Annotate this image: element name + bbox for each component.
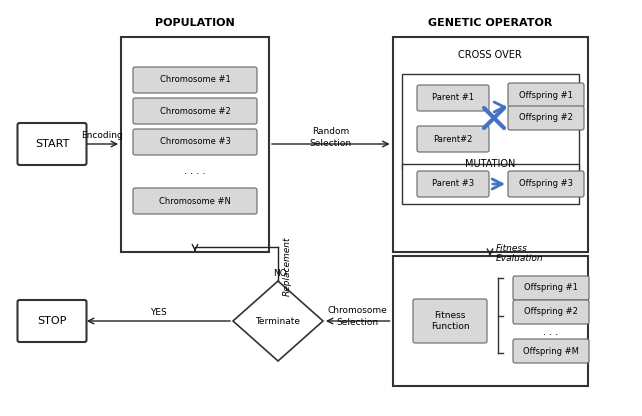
Text: Terminate: Terminate xyxy=(256,317,300,325)
Text: YES: YES xyxy=(150,308,167,317)
FancyBboxPatch shape xyxy=(508,83,584,107)
Bar xyxy=(392,256,587,386)
FancyBboxPatch shape xyxy=(513,300,589,324)
Bar xyxy=(392,37,587,252)
Text: GENETIC OPERATOR: GENETIC OPERATOR xyxy=(428,18,552,29)
Text: Parent#2: Parent#2 xyxy=(433,134,473,144)
Text: Chromosome #1: Chromosome #1 xyxy=(160,75,230,84)
Text: Encoding: Encoding xyxy=(82,131,123,140)
Text: . . .: . . . xyxy=(543,327,559,337)
Text: CROSS OVER: CROSS OVER xyxy=(458,50,522,59)
Text: Fitness
Evaluation: Fitness Evaluation xyxy=(496,244,544,263)
Text: Chromosome #3: Chromosome #3 xyxy=(160,138,230,146)
Text: Offspring #3: Offspring #3 xyxy=(519,179,573,188)
Text: STOP: STOP xyxy=(37,316,67,326)
FancyBboxPatch shape xyxy=(133,129,257,155)
Text: NO: NO xyxy=(273,269,287,278)
FancyBboxPatch shape xyxy=(513,339,589,363)
FancyBboxPatch shape xyxy=(17,300,87,342)
Text: Offspring #M: Offspring #M xyxy=(523,347,579,356)
Text: Parent #1: Parent #1 xyxy=(432,94,474,102)
FancyBboxPatch shape xyxy=(133,98,257,124)
Text: Chromosome: Chromosome xyxy=(328,306,388,315)
FancyBboxPatch shape xyxy=(417,85,489,111)
Text: Offspring #2: Offspring #2 xyxy=(519,114,573,122)
Text: POPULATION: POPULATION xyxy=(155,18,235,29)
FancyBboxPatch shape xyxy=(508,171,584,197)
Text: Offspring #1: Offspring #1 xyxy=(519,91,573,99)
FancyBboxPatch shape xyxy=(417,171,489,197)
Text: Replacement: Replacement xyxy=(283,237,292,296)
Bar xyxy=(401,74,578,168)
FancyBboxPatch shape xyxy=(133,188,257,214)
Text: START: START xyxy=(35,139,69,149)
Text: Selection: Selection xyxy=(309,139,352,148)
Text: Offspring #1: Offspring #1 xyxy=(524,283,578,292)
Text: Fitness
Function: Fitness Function xyxy=(431,311,469,331)
FancyBboxPatch shape xyxy=(417,126,489,152)
Text: . . . .: . . . . xyxy=(184,166,205,176)
Text: Parent #3: Parent #3 xyxy=(432,179,474,188)
Text: MUTATION: MUTATION xyxy=(465,159,515,169)
Text: Selection: Selection xyxy=(336,318,379,327)
Text: Chromosome #2: Chromosome #2 xyxy=(160,106,230,116)
Text: Random: Random xyxy=(312,127,349,136)
FancyBboxPatch shape xyxy=(133,67,257,93)
Bar xyxy=(401,164,578,204)
FancyBboxPatch shape xyxy=(17,123,87,165)
Bar xyxy=(121,37,269,252)
FancyBboxPatch shape xyxy=(508,106,584,130)
Text: Offspring #2: Offspring #2 xyxy=(524,307,578,317)
Polygon shape xyxy=(233,281,323,361)
FancyBboxPatch shape xyxy=(513,276,589,300)
Text: Chromosome #N: Chromosome #N xyxy=(159,196,231,206)
FancyBboxPatch shape xyxy=(413,299,487,343)
